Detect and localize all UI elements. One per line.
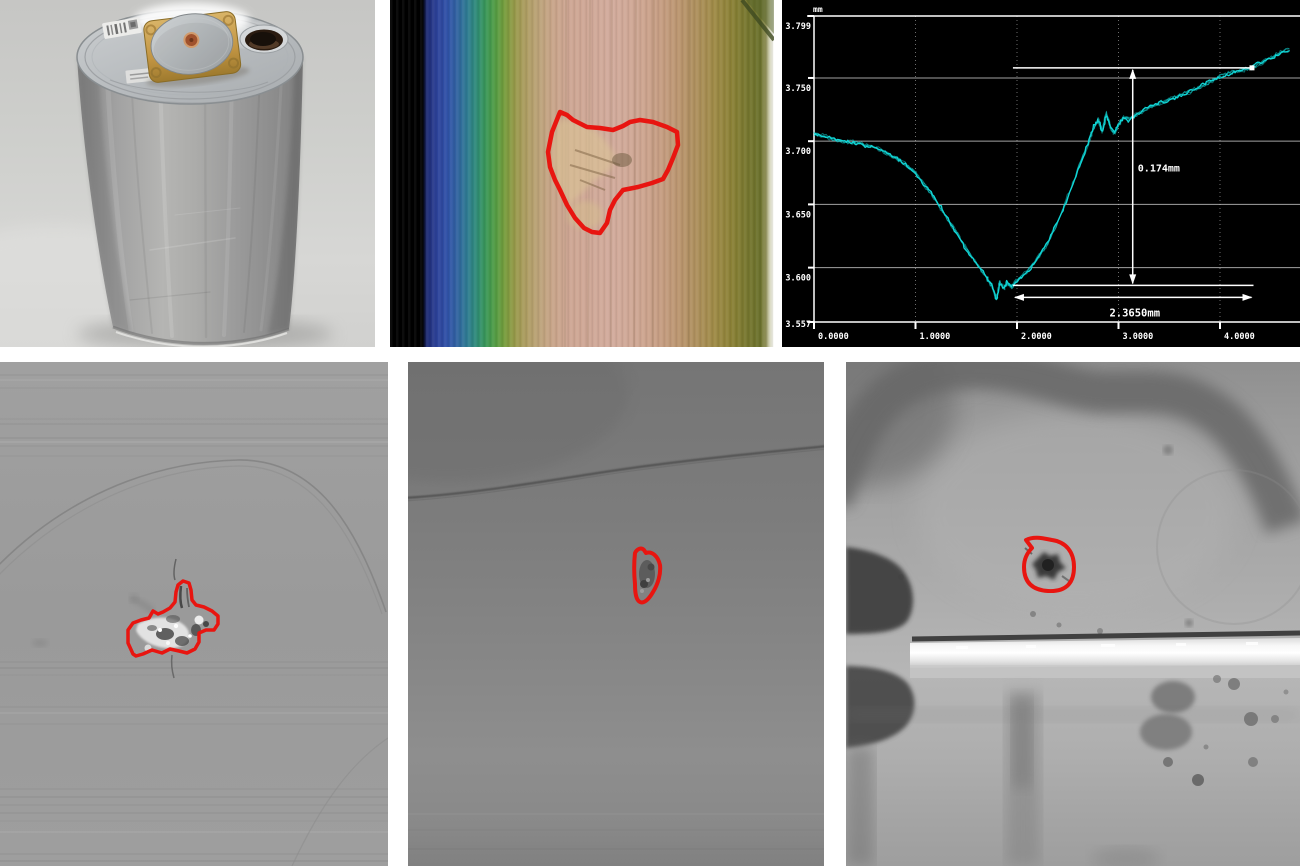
- x-tick-label: 3.0000: [1123, 332, 1154, 342]
- y-tick-label: 3.557: [785, 320, 811, 330]
- panel-surface-height-map: [390, 0, 774, 347]
- profile-chart-svg: mm3.799 3.750 3.700 3.650 3.600 3.557 0.0000 1.…: [782, 0, 1300, 347]
- body-left-shading: [77, 57, 133, 334]
- hairline-crack: [408, 445, 824, 499]
- x-tick-label: 2.0000: [1021, 332, 1052, 342]
- speck: [1030, 611, 1036, 617]
- scan-background: [0, 362, 388, 866]
- under-arch-light: [916, 412, 1236, 612]
- shade-stripe: [846, 707, 1300, 722]
- figure-bottom-row: [0, 362, 1300, 866]
- x-tick-label: 4.0000: [1224, 332, 1255, 342]
- lid-scratch: [124, 94, 256, 104]
- depth-arrowhead-down: [1129, 274, 1137, 285]
- wire-arc-2: [0, 465, 383, 615]
- panel-grayscale-scan-b: [408, 362, 824, 866]
- bottom-rim: [112, 325, 290, 345]
- defect-interior-light: [553, 118, 615, 205]
- corner-shade: [408, 362, 628, 482]
- canister-photo-graphic: [0, 0, 375, 347]
- lid-scratch: [109, 79, 269, 93]
- intersection-marker-dot: [1249, 65, 1255, 71]
- bottom-smudge: [1092, 847, 1160, 866]
- figure-top-row: mm 3.799 3.750 3.700 3.650 3.600 3.557 0.0000 1.…: [0, 0, 1300, 347]
- defect-outline: [632, 546, 663, 605]
- sensor-fixture: [143, 11, 250, 87]
- body-right-shading: [268, 57, 303, 334]
- scan-a-graphic: [0, 362, 388, 866]
- x-tick-label: 0.0000: [818, 332, 849, 342]
- scan-c-graphic: [846, 362, 1300, 866]
- band-sparkles: [956, 642, 1258, 649]
- y-tick-label: 3.600: [785, 274, 811, 284]
- hairline-crack-shadow: [408, 448, 824, 502]
- y-tick-label: 3.650: [785, 210, 811, 220]
- canister-body: [77, 57, 303, 344]
- speck: [1056, 622, 1062, 628]
- banding: [408, 813, 824, 850]
- width-measurement-label: 2.3650mm: [1109, 307, 1160, 319]
- wire-arc: [0, 459, 387, 613]
- defect-interior-dark: [612, 153, 632, 167]
- defect-outline: [126, 579, 220, 658]
- dark-arch: [846, 362, 1300, 534]
- corner-dark-line: [740, 0, 774, 42]
- scan-b-graphic: [408, 362, 824, 866]
- corner-shade: [746, 0, 774, 34]
- bright-rod-band: [910, 638, 1300, 668]
- panel-grayscale-scan-a: [0, 362, 388, 866]
- speck: [1185, 619, 1193, 627]
- defect-outline: [545, 109, 681, 236]
- y-tick-label: 3.750: [785, 84, 811, 94]
- profile-trace: [813, 50, 1290, 301]
- panel-canister-photo: [0, 0, 375, 347]
- defect-interior: [639, 560, 655, 593]
- band-underglow: [910, 665, 1300, 678]
- defect-outline: [1022, 535, 1076, 594]
- y-tick-label: 3.799: [785, 22, 811, 32]
- barcode-sticker: [102, 17, 142, 39]
- rod-dark-line: [911, 630, 1300, 642]
- chart-background: [782, 0, 1300, 347]
- defect-interior-marks: [569, 149, 621, 191]
- depth-arrowhead-up: [1129, 68, 1137, 79]
- panel-grayscale-scan-c: [846, 362, 1300, 866]
- speck: [1163, 445, 1173, 455]
- defect-detail: [129, 558, 209, 679]
- faint-smudge: [32, 639, 48, 647]
- clamp-upper-lobe: [846, 547, 913, 634]
- width-arrowhead-left: [1013, 293, 1024, 301]
- x-tick-label: 1.0000: [920, 332, 951, 342]
- width-arrowhead-right: [1242, 293, 1253, 301]
- brushed-texture: [104, 66, 284, 339]
- y-axis-unit-label: mm: [813, 5, 823, 14]
- height-map-graphic: [390, 0, 774, 347]
- scanline-texture: [0, 374, 388, 862]
- clamp-fade: [846, 746, 874, 866]
- depth-measurement-label: 0.174mm: [1138, 164, 1180, 175]
- faint-line-bottom-right: [291, 737, 388, 866]
- faint-ring: [1156, 469, 1300, 625]
- panel-depth-profile-chart: mm 3.799 3.750 3.700 3.650 3.600 3.557 0.0000 1.…: [782, 0, 1300, 347]
- y-tick-label: 3.700: [785, 147, 811, 157]
- speck: [1097, 628, 1103, 634]
- fill-port-hole: [239, 24, 289, 54]
- contamination-spots: [1140, 675, 1289, 786]
- bottom-rim-highlight: [115, 331, 288, 347]
- defect-spot: [1024, 547, 1070, 582]
